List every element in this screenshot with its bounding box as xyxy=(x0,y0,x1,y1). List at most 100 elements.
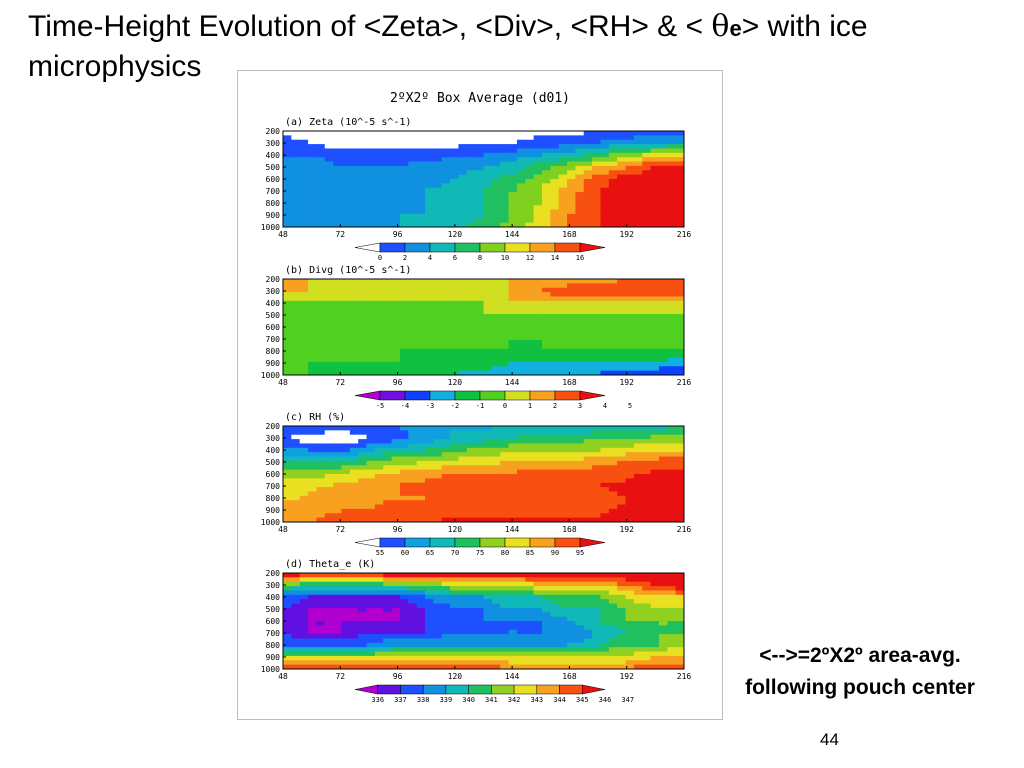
heatmap-cell xyxy=(533,491,543,497)
heatmap-cell xyxy=(558,327,568,332)
heatmap-cell xyxy=(399,573,409,578)
x-tick-label: 168 xyxy=(562,525,577,534)
heatmap-cell xyxy=(416,616,426,622)
heatmap-cell xyxy=(399,340,409,345)
heatmap-cell xyxy=(441,152,451,158)
heatmap-cell xyxy=(533,495,543,501)
heatmap-cell xyxy=(558,279,568,284)
heatmap-cell xyxy=(333,135,342,141)
heatmap-cell xyxy=(408,603,418,609)
heatmap-cell xyxy=(550,318,560,324)
heatmap-cell xyxy=(441,660,451,666)
heatmap-cell xyxy=(658,322,668,328)
heatmap-cell xyxy=(383,318,393,324)
x-tick-label: 72 xyxy=(335,525,345,534)
heatmap-cell xyxy=(592,318,601,324)
heatmap-cell xyxy=(642,292,651,297)
heatmap-cell xyxy=(483,152,493,158)
heatmap-cell xyxy=(383,478,393,484)
heatmap-cell xyxy=(324,491,334,497)
heatmap-cell xyxy=(625,434,635,440)
heatmap-cell xyxy=(283,660,292,666)
heatmap-cell xyxy=(333,148,342,154)
heatmap-cell xyxy=(525,152,535,158)
heatmap-cell xyxy=(341,144,351,149)
colorbar: -5 -4 -3 -2 -1 0 1 2 3 4 5 xyxy=(354,390,632,410)
heatmap-cell xyxy=(483,426,493,431)
heatmap-cell xyxy=(592,651,601,657)
heatmap-cell xyxy=(633,144,643,149)
heatmap-cell xyxy=(441,366,451,372)
heatmap-cell xyxy=(450,655,459,661)
y-tick-label: 700 xyxy=(266,187,281,196)
heatmap-cell xyxy=(525,491,535,497)
heatmap-cell xyxy=(358,313,367,319)
heatmap-cell xyxy=(667,474,677,479)
heatmap-cell xyxy=(600,287,610,293)
heatmap-cell xyxy=(333,327,342,332)
heatmap-cell xyxy=(491,504,501,510)
heatmap-cell xyxy=(383,594,393,600)
heatmap-cell xyxy=(658,139,668,145)
heatmap-cell xyxy=(366,152,376,158)
heatmap-cell xyxy=(516,594,526,600)
heatmap-cell xyxy=(633,187,643,193)
heatmap-cell xyxy=(408,283,418,289)
heatmap-cell xyxy=(333,300,342,306)
heatmap-cell xyxy=(433,131,443,136)
heatmap-cell xyxy=(425,500,434,505)
heatmap-cell xyxy=(508,183,518,189)
heatmap-cell xyxy=(475,148,484,154)
heatmap-cell xyxy=(374,139,384,145)
heatmap-cell xyxy=(441,594,451,600)
heatmap-cell xyxy=(441,348,451,354)
heatmap-cell xyxy=(625,460,635,466)
heatmap-cell xyxy=(516,152,526,158)
heatmap-cell xyxy=(316,664,326,670)
heatmap-cell xyxy=(441,664,451,670)
heatmap-cell xyxy=(408,139,418,145)
heatmap-cell xyxy=(516,655,526,661)
heatmap-cell xyxy=(408,581,418,587)
heatmap-cell xyxy=(667,655,677,661)
heatmap-cell xyxy=(658,430,668,436)
heatmap-cell xyxy=(408,348,418,354)
heatmap-cell xyxy=(416,340,426,345)
heatmap-cell xyxy=(466,439,476,444)
heatmap-cell xyxy=(374,287,384,293)
heatmap-cell xyxy=(316,638,326,644)
heatmap-cell xyxy=(550,660,560,666)
heatmap-cell xyxy=(500,370,509,376)
heatmap-cell xyxy=(541,474,551,479)
heatmap-cell xyxy=(450,170,459,176)
heatmap-cell xyxy=(483,322,493,328)
heatmap-cell xyxy=(466,517,476,523)
heatmap-cell xyxy=(291,174,301,180)
heatmap-cell xyxy=(608,165,618,171)
heatmap-cell xyxy=(475,196,484,202)
heatmap-cell xyxy=(491,283,501,289)
heatmap-cell xyxy=(450,660,459,666)
heatmap-cell xyxy=(408,513,418,519)
heatmap-cell xyxy=(425,370,434,376)
heatmap-cell xyxy=(592,603,601,609)
heatmap-cell xyxy=(625,655,635,661)
heatmap-cell xyxy=(291,131,301,136)
heatmap-cell xyxy=(291,353,301,358)
heatmap-cell xyxy=(500,348,509,354)
heatmap-cell xyxy=(475,577,484,583)
heatmap-cell xyxy=(508,474,518,479)
heatmap-cell xyxy=(516,625,526,631)
colorbar: 55 60 65 70 75 80 85 90 95 xyxy=(354,537,606,557)
heatmap-cell xyxy=(408,213,418,219)
heatmap-cell xyxy=(567,361,576,367)
heatmap-cell xyxy=(642,491,651,497)
heatmap-cell xyxy=(508,165,518,171)
heatmap-cell xyxy=(541,594,551,600)
heatmap-cell xyxy=(441,292,451,297)
heatmap-cell xyxy=(667,577,677,583)
heatmap-cell xyxy=(583,183,593,189)
heatmap-cell xyxy=(475,487,484,492)
heatmap-cell xyxy=(383,183,393,189)
heatmap-cell xyxy=(324,296,334,302)
